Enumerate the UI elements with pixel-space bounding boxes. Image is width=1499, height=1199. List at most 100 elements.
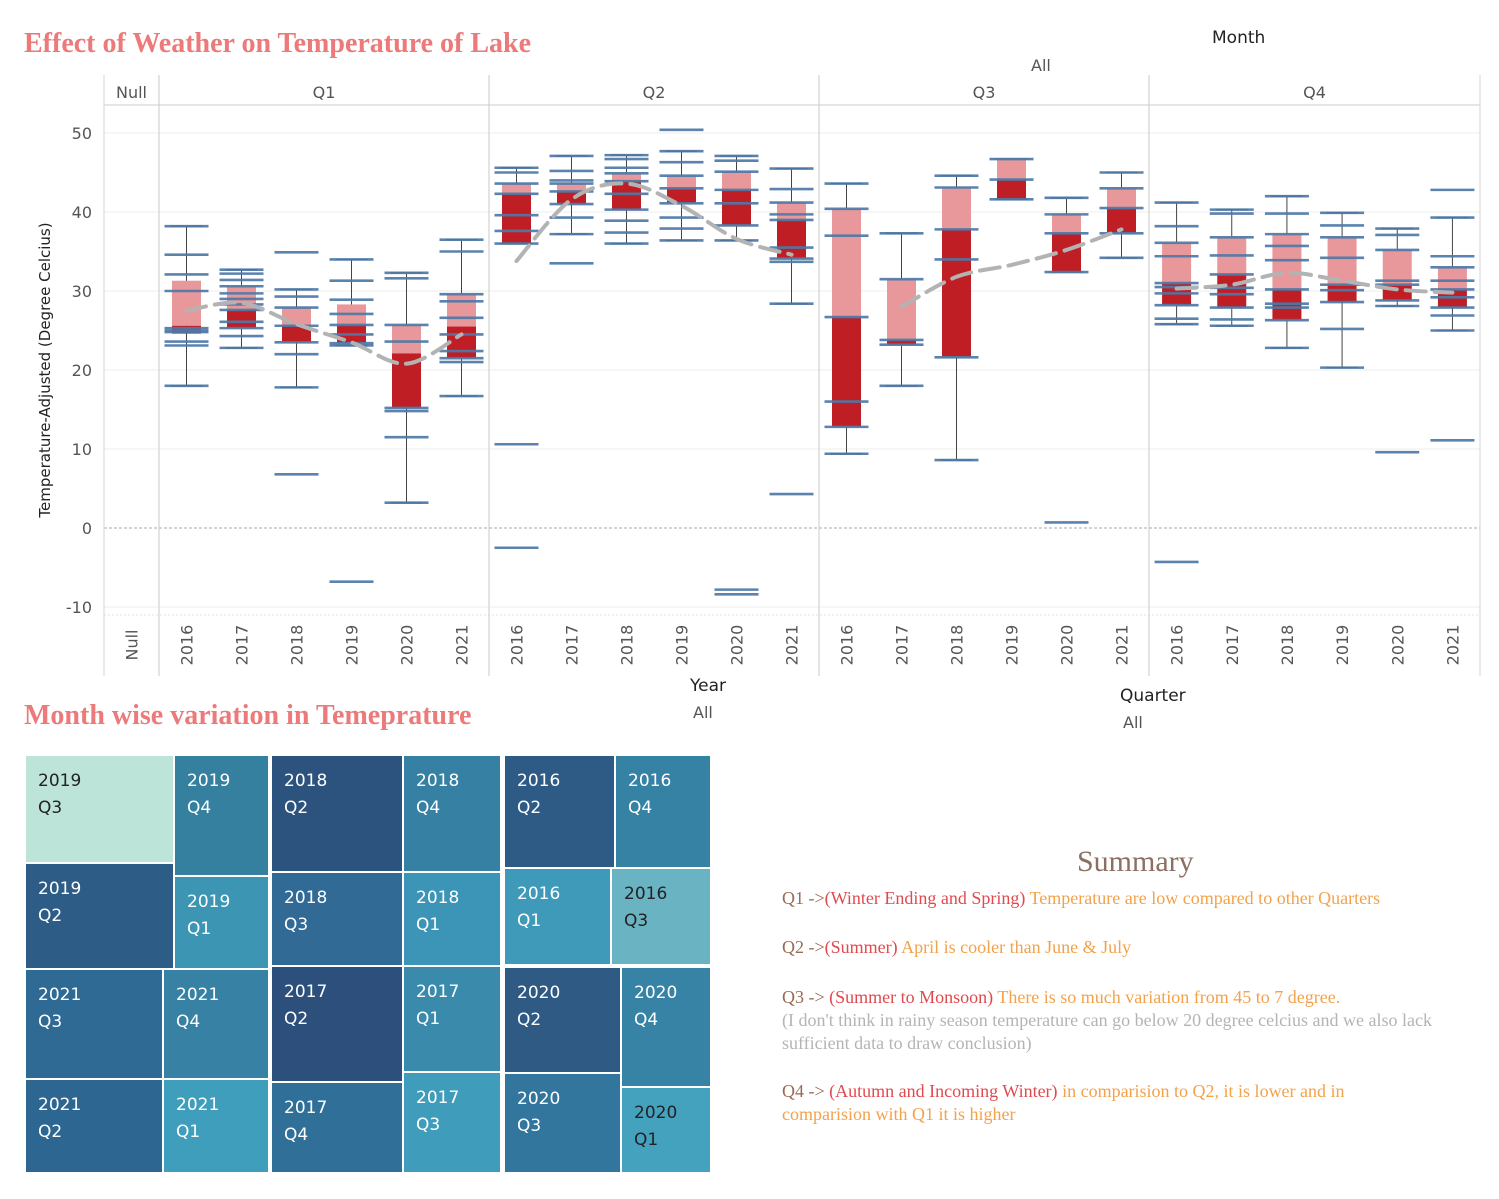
year-tick-label: 2019 <box>1333 625 1352 666</box>
box-upper <box>832 208 861 318</box>
y-tick-label: -10 <box>66 598 92 617</box>
year-tick-label: 2017 <box>233 625 252 666</box>
treemap-tile[interactable]: 2016 Q2 <box>504 755 615 868</box>
year-filter-label: Year <box>690 676 726 696</box>
treemap-tile[interactable]: 2016 Q4 <box>615 755 711 868</box>
box-lower <box>667 188 696 204</box>
treemap-tile[interactable]: 2018 Q4 <box>403 755 501 872</box>
tile-quarter: Q2 <box>38 1122 63 1142</box>
year-filter-value[interactable]: All <box>693 703 713 722</box>
treemap-tile[interactable]: 2018 Q2 <box>271 755 403 872</box>
chart-title: Effect of Weather on Temperature of Lake <box>24 28 532 59</box>
tile-quarter: Q1 <box>416 915 441 935</box>
tile-year: 2017 <box>416 1088 460 1108</box>
treemap-tile[interactable]: 2019 Q4 <box>174 755 269 876</box>
summary-q2-text: April is cooler than June & July <box>897 937 1132 957</box>
tile-year: 2021 <box>38 1095 82 1115</box>
box-upper <box>447 294 476 327</box>
tile-quarter: Q3 <box>38 1012 63 1032</box>
tile-quarter: Q2 <box>284 798 309 818</box>
quarter-filter-label: Quarter <box>1120 686 1186 706</box>
box-upper <box>392 324 421 354</box>
box-upper <box>1107 188 1136 209</box>
quarter-header: Q4 <box>1303 83 1326 102</box>
box-upper <box>1272 234 1302 290</box>
year-tick-label: 2019 <box>673 625 692 666</box>
treemap-tile[interactable]: 2021 Q2 <box>25 1079 163 1173</box>
treemap-tile[interactable]: 2021 Q4 <box>163 969 269 1079</box>
tile-year: 2021 <box>176 1095 220 1115</box>
quarter-header: Q2 <box>643 83 666 102</box>
treemap-tile[interactable]: 2017 Q3 <box>403 1072 501 1173</box>
treemap-tile[interactable]: 2016 Q1 <box>504 868 611 965</box>
tile-year: 2018 <box>416 888 460 908</box>
year-tick-label: 2016 <box>838 625 857 666</box>
quarter-header: Q1 <box>313 83 336 102</box>
summary-q4-text: omparision to Q2, it is lower and in com… <box>782 1081 1345 1124</box>
tile-quarter: Q2 <box>38 906 63 926</box>
box-upper <box>172 280 201 326</box>
box-lower <box>722 189 751 226</box>
box-upper <box>1052 214 1081 234</box>
tile-year: 2019 <box>187 771 231 791</box>
tile-quarter: Q1 <box>416 1009 441 1029</box>
treemap-tile[interactable]: 2018 Q3 <box>271 872 403 966</box>
box-plot-chart: 50 40 30 20 10 0 -10 Null Null Q1 2016 2017 2018 2019… <box>36 75 1481 676</box>
treemap-tile[interactable]: 2018 Q1 <box>403 872 501 966</box>
treemap-tile[interactable]: 2019 Q2 <box>25 863 174 969</box>
tile-year: 2017 <box>284 982 328 1002</box>
box-upper <box>1162 242 1192 284</box>
tile-quarter: Q2 <box>517 1010 542 1030</box>
box-upper <box>1327 237 1357 285</box>
y-tick-label: 20 <box>72 361 92 380</box>
axis-labels: 50 40 30 20 10 0 -10 Null Null Q1 2016 2017 2018 2019… <box>66 83 1463 665</box>
tile-year: 2020 <box>517 983 561 1003</box>
treemap-tile[interactable]: 2020 Q1 <box>621 1087 711 1173</box>
treemap-tile[interactable]: 2020 Q3 <box>504 1073 621 1173</box>
treemap-tile[interactable]: 2019 Q3 <box>25 755 174 863</box>
year-tick-label: 2020 <box>1058 625 1077 666</box>
treemap-tile[interactable]: 2019 Q1 <box>174 876 269 969</box>
box-lower <box>1327 284 1357 303</box>
y-tick-label: 40 <box>72 203 92 222</box>
treemap-tile[interactable]: 2020 Q2 <box>504 967 621 1073</box>
tile-quarter: Q1 <box>634 1130 659 1150</box>
year-tick-label: 2019 <box>343 625 362 666</box>
treemap-tile[interactable]: 2021 Q3 <box>25 969 163 1079</box>
tile-quarter: Q1 <box>517 911 542 931</box>
treemap-tile[interactable]: 2017 Q1 <box>403 966 501 1072</box>
box-upper <box>612 173 641 182</box>
box-lower <box>887 339 916 345</box>
summary-heading: Summary <box>1077 845 1194 878</box>
treemap-tile[interactable]: 2017 Q4 <box>271 1082 403 1173</box>
year-tick-label: 2019 <box>1003 625 1022 666</box>
summary-q3-note: (I don't think in rainy season temperatu… <box>782 1010 1433 1053</box>
box-upper <box>667 175 696 189</box>
box-upper <box>722 171 751 190</box>
summary-q1: Q1 ->(Winter Ending and Spring) Temperat… <box>782 887 1380 910</box>
year-tick-label: 2016 <box>508 625 527 666</box>
treemap-tile[interactable]: 2020 Q4 <box>621 967 711 1087</box>
treemap-tile[interactable]: 2016 Q3 <box>611 868 711 965</box>
month-filter-label: Month <box>1212 28 1266 48</box>
month-filter-value[interactable]: All <box>1031 56 1051 75</box>
box-lower <box>942 229 971 358</box>
tile-year: 2017 <box>284 1098 328 1118</box>
box-lower <box>447 326 476 359</box>
tile-year: 2016 <box>517 771 561 791</box>
quarter-filter-value[interactable]: All <box>1123 713 1143 732</box>
tile-quarter: Q4 <box>284 1125 309 1145</box>
summary-q4-mid: in c <box>1057 1081 1089 1101</box>
tile-year: 2020 <box>634 983 678 1003</box>
tile-year: 2020 <box>517 1089 561 1109</box>
treemap-title: Month wise variation in Temeprature <box>24 700 472 731</box>
year-tick-label: 2018 <box>288 625 307 666</box>
summary-q1-season: (Winter Ending and Spring) <box>824 888 1026 908</box>
treemap-tile[interactable]: 2021 Q1 <box>163 1079 269 1173</box>
treemap-tile[interactable]: 2017 Q2 <box>271 966 403 1082</box>
year-tick-label: 2020 <box>1388 625 1407 666</box>
tile-year: 2020 <box>634 1103 678 1123</box>
tile-quarter: Q4 <box>187 798 212 818</box>
box-lower <box>1217 274 1247 308</box>
summary-q2: Q2 ->(Summer) April is cooler than June … <box>782 936 1131 959</box>
